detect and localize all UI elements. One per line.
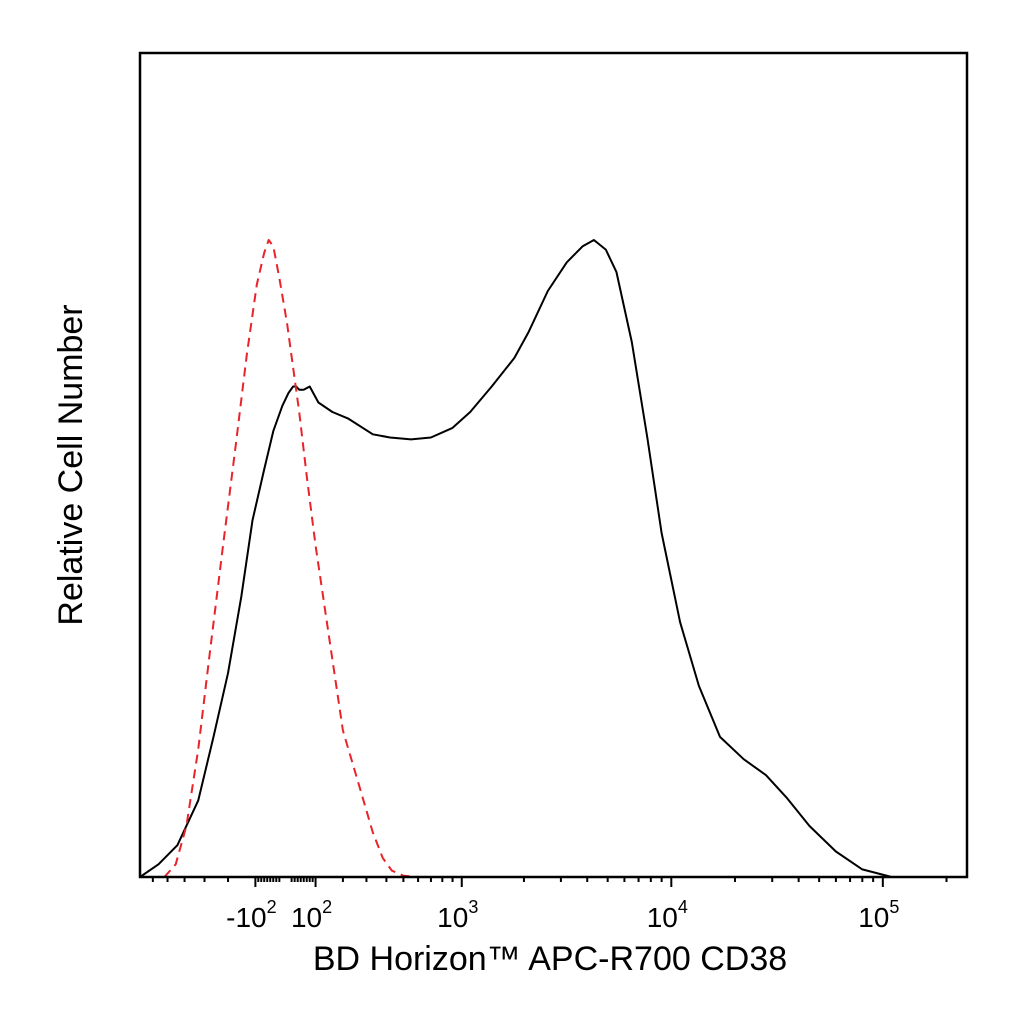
- x-tick-layer: -102 102 103 104 105: [151, 877, 948, 933]
- series-line-stained: [139, 239, 892, 878]
- x-axis-title: BD Horizon™ APC-R700 CD38: [313, 940, 787, 978]
- x-tick-label: 102: [291, 897, 332, 933]
- y-axis-title: Relative Cell Number: [52, 304, 90, 625]
- x-tick-label: -102: [226, 897, 276, 933]
- plot-frame: [138, 51, 969, 879]
- x-tick-label: 104: [647, 897, 688, 933]
- plot-layer: [139, 239, 892, 878]
- series-line-control: [163, 239, 419, 878]
- x-tick-label: 105: [858, 897, 899, 933]
- x-tick-label: 103: [437, 897, 478, 933]
